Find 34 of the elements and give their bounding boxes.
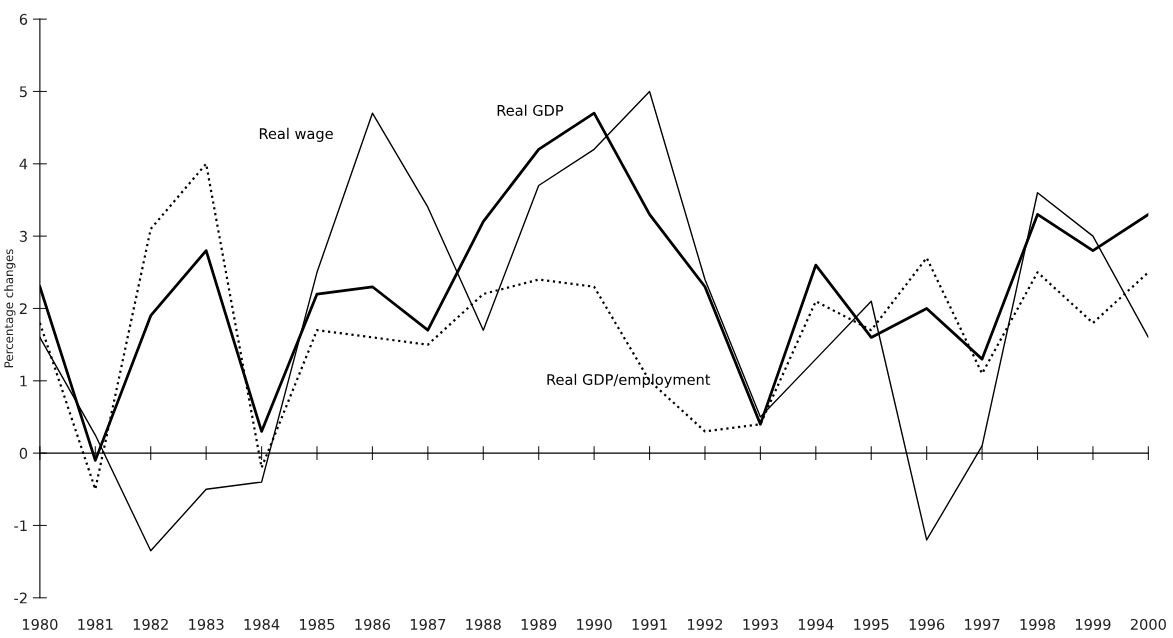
y-tick-label: 4 xyxy=(19,158,28,170)
x-tick-label: 2000 xyxy=(1130,618,1166,630)
y-tick-label: 3 xyxy=(19,230,27,242)
x-tick-label: 1998 xyxy=(1020,618,1056,630)
x-tick-label: 1981 xyxy=(78,618,113,630)
x-tick-label: 1994 xyxy=(798,618,834,630)
x-tick-label: 1999 xyxy=(1075,618,1111,630)
x-tick-label: 1987 xyxy=(410,618,446,630)
y-axis-title: Percentage changes xyxy=(4,249,16,368)
x-tick-label: 1986 xyxy=(355,618,391,630)
x-tick-label: 1980 xyxy=(22,618,58,630)
x-tick-label: 1989 xyxy=(521,618,557,630)
series-label: Real GDP xyxy=(497,104,564,116)
x-tick-label: 1985 xyxy=(300,618,335,630)
x-tick-label: 1990 xyxy=(577,618,612,630)
y-tick-label: 2 xyxy=(19,303,27,315)
y-tick-label: -1 xyxy=(14,520,27,532)
x-tick-label: 1983 xyxy=(189,618,224,630)
series-label: Real wage xyxy=(259,127,333,142)
y-tick-label: 0 xyxy=(19,447,28,459)
series-label: Real GDP/employment xyxy=(547,373,711,388)
x-tick-label: 1982 xyxy=(133,618,168,630)
x-tick-label: 1988 xyxy=(466,618,501,630)
x-tick-label: 1993 xyxy=(743,618,778,630)
x-tick-label: 1995 xyxy=(854,618,889,630)
x-tick-label: 1984 xyxy=(244,618,280,630)
y-tick-label: 6 xyxy=(19,13,28,25)
x-tick-label: 1996 xyxy=(909,618,945,630)
x-tick-label: 1991 xyxy=(632,618,667,630)
y-tick-label: -2 xyxy=(14,592,27,604)
y-tick-label: 5 xyxy=(19,86,27,98)
y-tick-label: 1 xyxy=(20,375,27,387)
x-tick-label: 1997 xyxy=(965,618,1000,630)
x-tick-label: 1992 xyxy=(688,618,723,630)
